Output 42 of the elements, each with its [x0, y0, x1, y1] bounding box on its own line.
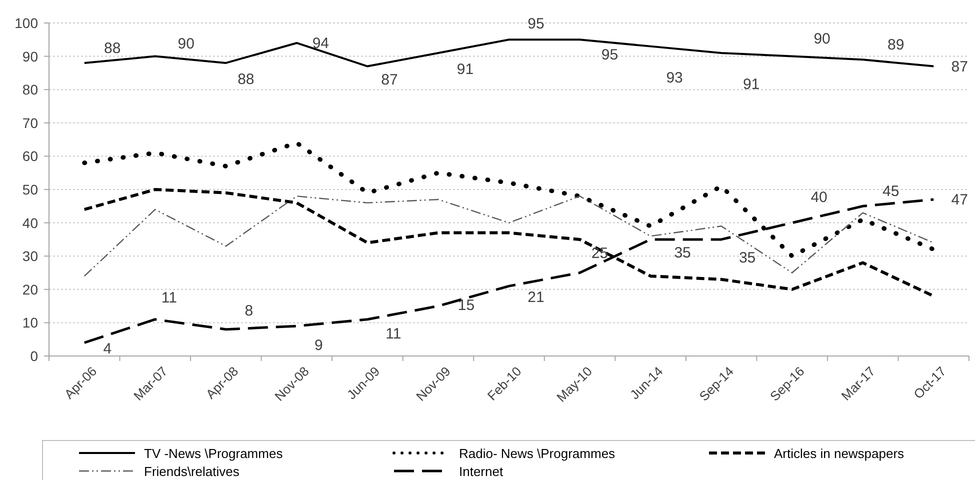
- data-label: 88: [104, 39, 121, 56]
- data-label: 95: [601, 46, 618, 64]
- data-label: 91: [456, 60, 474, 78]
- legend-label: Friends\relatives: [144, 464, 240, 478]
- legend-label: Articles in newspapers: [774, 446, 904, 460]
- y-tick-label: 0: [30, 348, 38, 364]
- data-label: 94: [312, 34, 330, 52]
- data-label: 15: [458, 296, 475, 314]
- y-tick-label: 20: [22, 281, 38, 298]
- data-label: 25: [591, 244, 608, 262]
- legend-label: Radio- News \Programmes: [459, 446, 616, 460]
- data-label: 8: [244, 302, 254, 319]
- y-tick-label: 50: [22, 181, 38, 198]
- data-label: 35: [674, 244, 691, 261]
- y-tick-label: 10: [22, 314, 38, 331]
- y-tick-label: 40: [22, 214, 38, 231]
- legend-label: Internet: [459, 464, 504, 478]
- data-label: 91: [742, 75, 760, 92]
- y-tick-label: 90: [22, 48, 38, 64]
- data-label: 35: [738, 248, 756, 266]
- data-label: 45: [882, 182, 900, 200]
- data-label: 4: [103, 340, 112, 358]
- data-label: 88: [238, 70, 254, 88]
- data-label: 47: [951, 190, 968, 208]
- data-label: 9: [314, 336, 323, 354]
- data-label: 90: [178, 34, 194, 52]
- data-label: 11: [386, 324, 402, 342]
- y-tick-label: 60: [22, 148, 38, 164]
- data-label: 93: [666, 68, 683, 86]
- data-label: 87: [381, 70, 398, 88]
- data-label: 89: [888, 36, 904, 54]
- data-label: 40: [810, 188, 828, 206]
- y-tick-label: 80: [22, 82, 38, 98]
- data-label: 11: [161, 288, 177, 306]
- data-label: 21: [528, 288, 544, 306]
- y-tick-label: 70: [22, 114, 38, 131]
- y-tick-label: 100: [14, 14, 38, 31]
- legend-label: TV -News \Programmes: [144, 446, 283, 460]
- data-label: 90: [814, 30, 830, 47]
- data-label: 87: [951, 58, 968, 75]
- y-tick-label: 30: [22, 248, 38, 264]
- data-label: 95: [528, 15, 544, 32]
